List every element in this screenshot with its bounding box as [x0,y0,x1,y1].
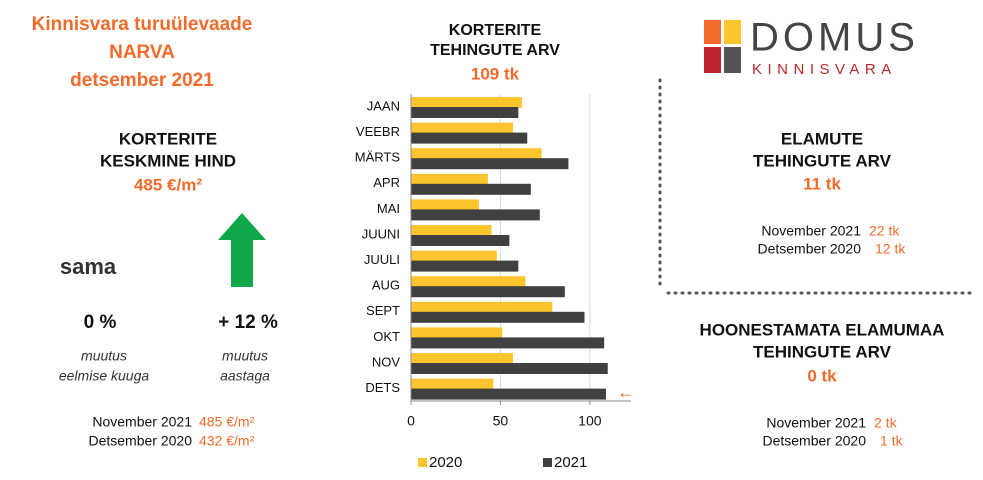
legend-label: 2020 [429,454,462,471]
bar [411,353,513,364]
bar [411,173,488,185]
y-tick-label: SEPT [366,303,400,318]
logo-square [704,47,721,73]
y-tick-label: MÄRTS [355,150,401,165]
bar [411,260,519,272]
panel-title: HOONESTAMATA ELAMUMAA [700,320,945,339]
compare-label: November 2021 [761,223,861,239]
chart-header: KORTERITE TEHINGUTE ARV 109 tk [430,22,560,83]
land-panel: HOONESTAMATA ELAMUMAA TEHINGUTE ARV 0 tk [700,320,945,385]
change: + 12 % [218,312,278,333]
header: Kinnisvara turuülevaade NARVA detsember … [32,14,253,91]
x-tick-label: 0 [407,413,415,429]
chart-title: TEHINGUTE ARV [430,42,560,59]
compare-label: November 2021 [766,415,866,431]
compare-label: Detsember 2020 [88,433,192,449]
title-line: NARVA [109,42,175,63]
compare-value: 1 tk [880,433,904,449]
y-tick-label: VEEBR [356,124,400,139]
bar [411,301,553,313]
x-tick-label: 100 [578,413,602,429]
y-tick-label: DETS [365,380,400,395]
logo-square [724,20,741,44]
compare-value: 485 €/m² [199,414,255,430]
compare-value: 12 tk [875,241,906,257]
title-line: Kinnisvara turuülevaade [32,14,253,35]
bar [411,276,526,288]
annotation: ← [617,382,635,402]
price-panel: KORTERITE KESKMINE HIND 485 €/m² sama 0 … [59,129,278,383]
compare-value: 2 tk [874,415,898,431]
panel-title: TEHINGUTE ARV [753,342,892,361]
caption: muutus [222,348,268,364]
compare-label: November 2021 [92,414,192,430]
y-tick-label: AUG [372,278,400,293]
logo: DOMUS KINNISVARA [704,16,919,78]
bar [411,378,494,390]
up-arrow [218,213,266,287]
y-tick-label: JAAN [367,98,400,113]
status: sama [60,254,117,279]
chart-subtitle: 109 tk [471,64,520,83]
chart-title: KORTERITE [449,22,542,39]
compare-label: Detsember 2020 [762,433,866,449]
houses-panel: ELAMUTE TEHINGUTE ARV 11 tk [753,129,892,193]
bar [411,122,513,134]
y-tick-label: APR [373,175,400,190]
bar [411,209,540,221]
legend-swatch [543,458,552,467]
price-compare: November 2021 485 €/m² Detsember 2020 43… [88,414,254,449]
panel-title: KORTERITE [119,129,217,148]
y-tick-label: JUUNI [362,226,400,241]
panel-value: 11 tk [803,174,841,193]
bar [411,148,542,160]
caption: aastaga [220,368,270,384]
change: 0 % [84,312,117,333]
panel-title: ELAMUTE [781,129,863,148]
caption: eelmise kuuga [59,368,149,384]
bar [411,199,479,211]
panel-title: TEHINGUTE ARV [753,151,892,170]
caption: muutus [81,348,127,364]
panel-value: 485 €/m² [134,175,202,194]
y-tick-label: JUULI [364,252,400,267]
panel-value: 0 tk [807,366,837,385]
y-tick-label: NOV [372,354,401,369]
logo-square [704,20,721,44]
bar [411,183,531,195]
bar [411,132,528,144]
land-compare: November 2021 2 tk Detsember 2020 1 tk [762,415,903,449]
compare-value: 22 tk [869,223,900,239]
panel-title: KESKMINE HIND [100,151,236,170]
bar [411,107,519,118]
bar [411,337,605,349]
logo-sub: KINNISVARA [752,61,897,78]
bar [411,225,492,236]
bar [411,158,569,170]
legend-swatch [418,458,427,467]
bar [411,388,606,400]
y-tick-label: OKT [373,329,400,344]
bar [411,250,497,262]
bar [411,327,503,339]
y-tick-label: MAI [377,201,400,216]
bar [411,311,585,323]
title-line: detsember 2021 [70,70,214,91]
compare-label: Detsember 2020 [757,241,861,257]
bar [411,235,510,246]
logo-square [724,47,741,73]
houses-compare: November 2021 22 tk Detsember 2020 12 tk [757,223,906,257]
bar [411,286,565,298]
bar [411,97,522,108]
logo-name: DOMUS [750,16,919,60]
legend-label: 2021 [554,454,587,471]
compare-value: 432 €/m² [199,433,255,449]
bar [411,363,608,374]
x-tick-label: 50 [493,413,509,429]
